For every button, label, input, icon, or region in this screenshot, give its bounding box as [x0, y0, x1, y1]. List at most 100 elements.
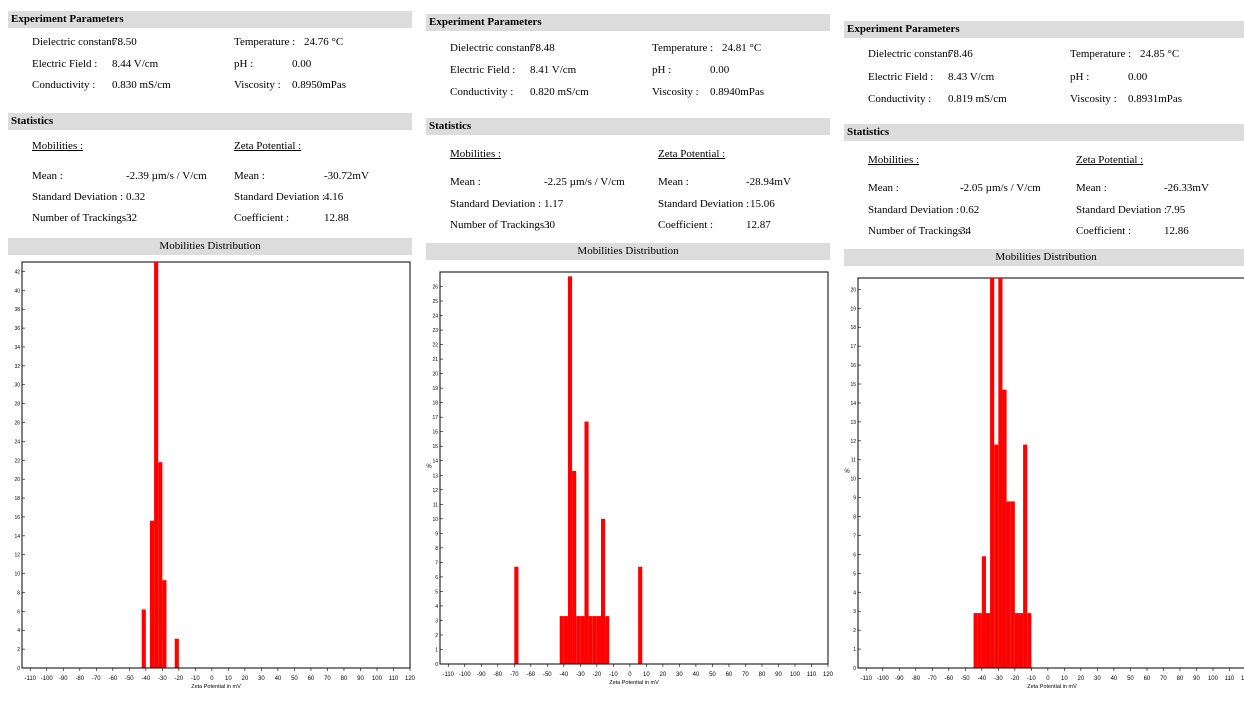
y-tick-label: 40: [14, 288, 20, 294]
y-tick-label: 20: [850, 287, 856, 293]
y-tick-label: 22: [14, 458, 20, 464]
x-tick-label: 20: [660, 672, 667, 678]
plot-frame: [21, 261, 411, 669]
x-tick-label: 40: [275, 676, 282, 682]
temperature-value: 24.81 °C: [722, 42, 762, 54]
y-tick-label: 25: [432, 299, 438, 305]
trackings-label: Number of Trackings :: [450, 219, 550, 231]
field-label: Electric Field :: [868, 71, 934, 83]
statistics-header: Statistics: [426, 118, 830, 135]
histogram-bar: [174, 638, 179, 668]
viscosity-value: 0.8950mPas: [292, 79, 347, 91]
ph-value: 0.00: [292, 58, 312, 70]
coefficient-value: 12.88: [324, 212, 349, 224]
conductivity-label: Conductivity :: [32, 79, 96, 91]
viscosity-label: Viscosity :: [1070, 93, 1117, 105]
mobilities-distribution-header: Mobilities Distribution: [844, 249, 1244, 266]
zeta-potential-label: Zeta Potential :: [1076, 154, 1144, 166]
mobility-sd-label: Standard Deviation :: [868, 204, 960, 216]
y-tick-label: 1: [435, 647, 438, 653]
y-tick-label: 38: [14, 307, 20, 313]
x-tick-label: 100: [372, 676, 383, 682]
trackings-value: 34: [960, 225, 971, 237]
x-tick-label: -110: [24, 676, 36, 682]
x-tick-label: 0: [628, 672, 632, 678]
x-tick-label: 80: [759, 672, 766, 678]
y-tick-label: 10: [850, 477, 856, 483]
y-tick-label: 24: [14, 439, 20, 445]
y-tick-label: 20: [432, 372, 438, 378]
y-tick-label: 23: [432, 328, 438, 334]
mobilities-label: Mobilities :: [32, 140, 84, 152]
ph-value: 0.00: [1128, 71, 1148, 83]
y-tick-label: 5: [853, 571, 856, 577]
y-tick-label: 16: [14, 515, 20, 521]
histogram-bar: [990, 278, 995, 668]
histogram-bar: [1002, 389, 1007, 668]
y-tick-label: 32: [14, 364, 20, 370]
mobility-mean-value: -2.25 µm/s / V/cm: [544, 176, 625, 188]
ph-label: pH :: [234, 58, 254, 70]
y-tick-label: 26: [14, 421, 20, 427]
x-tick-label: -110: [442, 672, 454, 678]
dielectric-label: Dielectric constant :: [32, 36, 121, 48]
zeta-mean-label: Mean :: [658, 176, 689, 188]
mobilities-distribution-header: Mobilities Distribution: [8, 238, 412, 255]
histogram-bar: [576, 616, 581, 664]
y-tick-label: 20: [14, 477, 20, 483]
y-tick-label: 19: [432, 386, 438, 392]
x-tick-label: -10: [191, 676, 200, 682]
temperature-value: 24.85 °C: [1140, 48, 1180, 60]
y-tick-label: 21: [432, 357, 438, 363]
histogram-bar: [600, 518, 606, 664]
histogram-bar: [154, 262, 159, 668]
histogram-bar: [1010, 501, 1015, 668]
x-tick-label: 30: [258, 676, 265, 682]
histogram-bar: [596, 616, 601, 664]
y-tick-label: 12: [432, 488, 438, 494]
zeta-sd-label: Standard Deviation :: [1076, 204, 1168, 216]
histogram-bar: [605, 616, 610, 664]
dielectric-label: Dielectric constant :: [868, 48, 957, 60]
dielectric-value: 78.46: [948, 48, 973, 60]
x-tick-label: -40: [977, 676, 986, 682]
y-tick-label: 4: [17, 628, 20, 634]
y-tick-label: 2: [853, 628, 856, 634]
y-tick-label: 4: [853, 590, 856, 596]
x-tick-label: -50: [543, 672, 552, 678]
mobilities-label: Mobilities :: [450, 148, 502, 160]
plot-frame: [439, 271, 829, 665]
zeta-distribution-chart: 0123456789101112131415161718192021222324…: [426, 271, 834, 686]
panel-2: Experiment Parameters Dielectric constan…: [426, 0, 834, 706]
x-tick-label: 120: [405, 676, 416, 682]
zeta-sd-label: Standard Deviation :: [658, 198, 750, 210]
zeta-mean-value: -26.33mV: [1164, 182, 1209, 194]
mobility-sd-value: 0.62: [960, 204, 980, 216]
zeta-mean-value: -28.94mV: [746, 176, 791, 188]
x-tick-label: 120: [1241, 676, 1244, 682]
y-tick-label: 13: [432, 473, 438, 479]
histogram-bar: [141, 609, 146, 668]
x-tick-label: 60: [1144, 676, 1151, 682]
temperature-label: Temperature :: [1070, 48, 1132, 60]
x-tick-label: 30: [676, 672, 683, 678]
mobility-mean-value: -2.05 µm/s / V/cm: [960, 182, 1041, 194]
zeta-sd-label: Standard Deviation :: [234, 191, 326, 203]
field-value: 8.41 V/cm: [530, 64, 577, 76]
y-axis-label: %: [844, 469, 850, 475]
y-tick-label: 16: [432, 430, 438, 436]
x-axis-label: Zeta Potential in mV: [1027, 684, 1077, 690]
x-tick-label: 50: [291, 676, 298, 682]
y-tick-label: 6: [853, 552, 856, 558]
conductivity-value: 0.830 mS/cm: [112, 79, 171, 91]
mobility-sd-value: 1.17: [544, 198, 564, 210]
x-tick-label: 90: [357, 676, 364, 682]
y-tick-label: 34: [14, 345, 20, 351]
x-tick-label: 0: [210, 676, 214, 682]
dielectric-label: Dielectric constant :: [450, 42, 539, 54]
x-tick-label: -60: [108, 676, 117, 682]
x-tick-label: 60: [308, 676, 315, 682]
x-tick-label: 40: [693, 672, 700, 678]
ph-label: pH :: [652, 64, 672, 76]
histogram-bar: [1023, 444, 1028, 668]
